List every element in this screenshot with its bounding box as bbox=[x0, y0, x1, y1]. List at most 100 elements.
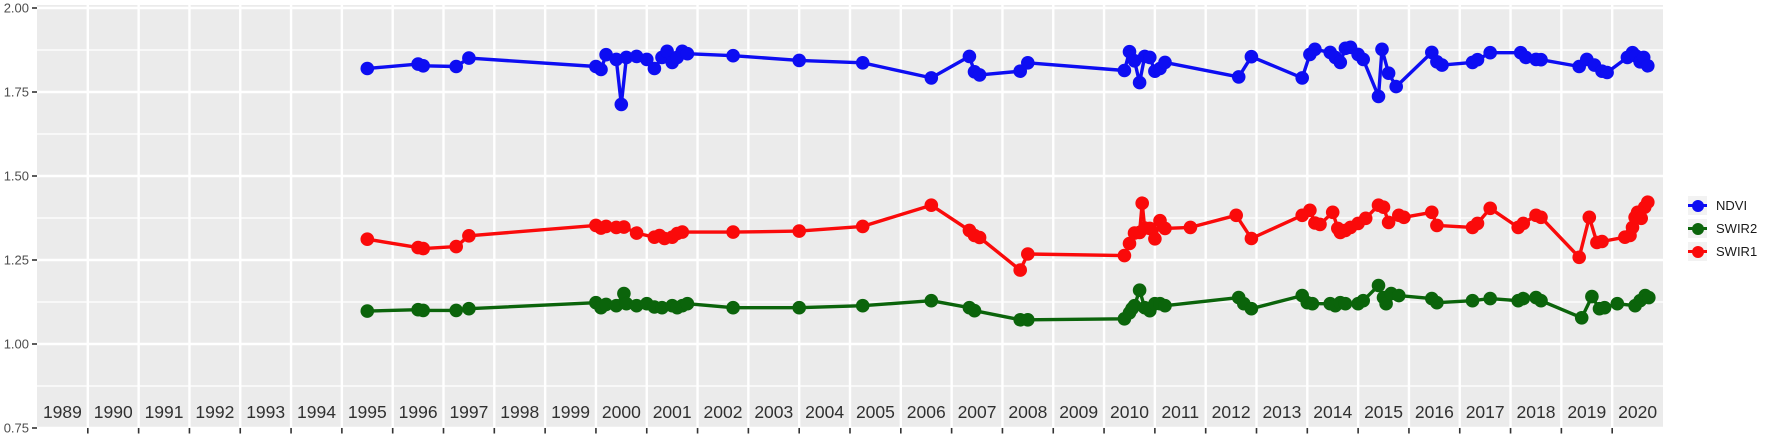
data-point bbox=[617, 220, 631, 234]
x-axis-tick-label: 1995 bbox=[348, 402, 387, 422]
y-axis-tick-label: 1.50 bbox=[4, 169, 29, 184]
series-ndvi bbox=[360, 40, 1655, 112]
data-point bbox=[1582, 210, 1597, 225]
data-point bbox=[1356, 293, 1370, 308]
data-point bbox=[640, 52, 654, 67]
data-point bbox=[1158, 221, 1172, 236]
legend-entry-swir2: SWIR2 bbox=[1688, 219, 1757, 238]
point-glyph-icon bbox=[1691, 245, 1704, 258]
data-point bbox=[449, 239, 464, 254]
data-point bbox=[1371, 89, 1386, 104]
data-point bbox=[1338, 296, 1353, 311]
legend-label-ndvi: NDVI bbox=[1716, 198, 1748, 213]
x-axis-tick-label: 2002 bbox=[704, 402, 743, 422]
data-point bbox=[1516, 291, 1531, 306]
series-swir1 bbox=[360, 195, 1655, 277]
point-glyph-icon bbox=[1691, 199, 1704, 212]
x-axis-tick-label: 1989 bbox=[43, 402, 82, 422]
data-point bbox=[924, 198, 939, 212]
data-point bbox=[655, 300, 669, 315]
x-axis-tick-label: 1998 bbox=[500, 402, 539, 422]
x-axis-tick-label: 2012 bbox=[1212, 402, 1251, 422]
legend-key-swir2 bbox=[1688, 219, 1707, 238]
data-point bbox=[360, 61, 375, 76]
x-axis-tick-label: 2006 bbox=[907, 402, 946, 422]
data-point bbox=[1132, 75, 1147, 90]
x-axis-tick-label: 2007 bbox=[958, 402, 997, 422]
data-point bbox=[726, 225, 740, 239]
data-point bbox=[792, 300, 806, 315]
data-point bbox=[792, 224, 806, 238]
data-point bbox=[972, 68, 987, 82]
data-point bbox=[1358, 211, 1373, 226]
data-point bbox=[1231, 70, 1246, 84]
data-point bbox=[1132, 283, 1147, 298]
legend-entry-ndvi: NDVI bbox=[1688, 196, 1757, 215]
data-point bbox=[462, 51, 476, 65]
data-point bbox=[1244, 301, 1259, 316]
data-point bbox=[599, 297, 613, 312]
data-point bbox=[855, 298, 870, 313]
data-point bbox=[599, 219, 613, 234]
data-point bbox=[594, 62, 608, 77]
data-point bbox=[855, 219, 870, 234]
y-axis-tick-label: 1.00 bbox=[4, 337, 29, 352]
x-axis-tick-label: 2015 bbox=[1364, 402, 1403, 422]
data-point bbox=[1642, 290, 1656, 305]
data-point bbox=[1013, 263, 1027, 277]
data-point bbox=[1308, 42, 1322, 57]
x-axis-tick-label: 2003 bbox=[754, 402, 793, 422]
data-point bbox=[660, 44, 674, 59]
data-point bbox=[609, 298, 624, 313]
data-point bbox=[1356, 52, 1370, 67]
data-point bbox=[360, 304, 375, 318]
data-point bbox=[1143, 50, 1157, 65]
point-glyph-icon bbox=[1691, 222, 1704, 235]
x-axis-tick-label: 2018 bbox=[1517, 402, 1556, 422]
data-point bbox=[680, 46, 695, 61]
data-point bbox=[1371, 278, 1386, 293]
data-point bbox=[609, 52, 624, 67]
legend-key-ndvi bbox=[1688, 196, 1707, 215]
data-point bbox=[360, 232, 375, 246]
data-point bbox=[924, 293, 939, 308]
data-point bbox=[1465, 293, 1480, 308]
data-point bbox=[599, 47, 613, 62]
data-point bbox=[1389, 79, 1403, 94]
data-point bbox=[1534, 52, 1548, 67]
data-point bbox=[1435, 58, 1449, 72]
data-point bbox=[967, 303, 982, 318]
data-point bbox=[1585, 289, 1599, 304]
data-point bbox=[416, 303, 431, 318]
data-point bbox=[1470, 216, 1485, 231]
series-swir2 bbox=[360, 278, 1656, 327]
data-point bbox=[924, 71, 939, 85]
data-point bbox=[1641, 195, 1655, 209]
data-point bbox=[1021, 313, 1035, 327]
data-point bbox=[1135, 196, 1149, 210]
x-axis-tick-label: 2004 bbox=[805, 402, 844, 422]
data-point bbox=[1574, 311, 1589, 325]
data-point bbox=[629, 226, 644, 240]
x-axis-tick-label: 1996 bbox=[399, 402, 438, 422]
data-point bbox=[1148, 232, 1162, 246]
data-point bbox=[416, 59, 431, 73]
data-point bbox=[1295, 71, 1309, 85]
data-point bbox=[1470, 52, 1485, 67]
x-axis-tick-label: 2011 bbox=[1161, 402, 1199, 422]
data-point bbox=[1305, 296, 1320, 311]
y-axis-tick-label: 1.25 bbox=[4, 253, 29, 268]
data-point bbox=[1595, 234, 1609, 249]
x-axis-tick-label: 2008 bbox=[1008, 402, 1047, 422]
axis-ticks bbox=[32, 7, 1613, 434]
data-point bbox=[855, 56, 870, 70]
data-point bbox=[1483, 201, 1497, 216]
legend-label-swir2: SWIR2 bbox=[1716, 221, 1758, 236]
x-axis-tick-label: 1991 bbox=[145, 402, 184, 422]
y-axis-tick-label: 0.75 bbox=[4, 421, 29, 436]
data-point bbox=[1244, 49, 1259, 64]
y-axis-tick-label: 1.75 bbox=[4, 85, 29, 100]
data-point bbox=[614, 97, 629, 112]
